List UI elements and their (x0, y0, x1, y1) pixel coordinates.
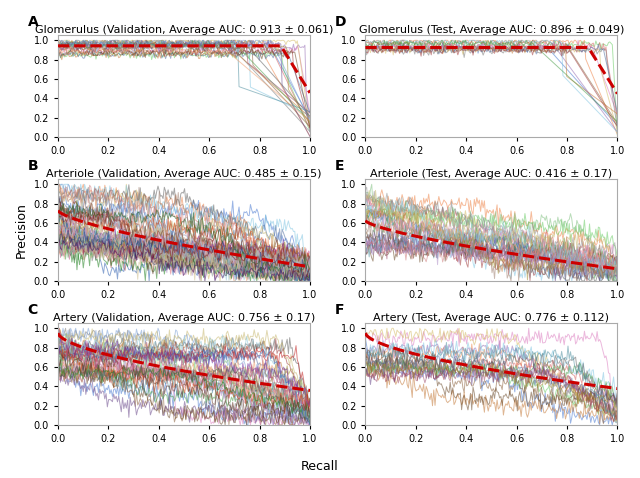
Title: Artery (Validation, Average AUC: 0.756 ± 0.17): Artery (Validation, Average AUC: 0.756 ±… (53, 313, 315, 323)
Y-axis label: Precision: Precision (15, 202, 28, 258)
Title: Glomerulus (Test, Average AUC: 0.896 ± 0.049): Glomerulus (Test, Average AUC: 0.896 ± 0… (358, 25, 624, 35)
Title: Artery (Test, Average AUC: 0.776 ± 0.112): Artery (Test, Average AUC: 0.776 ± 0.112… (373, 313, 609, 323)
Text: D: D (335, 15, 347, 30)
Text: A: A (28, 15, 38, 30)
Title: Glomerulus (Validation, Average AUC: 0.913 ± 0.061): Glomerulus (Validation, Average AUC: 0.9… (35, 25, 333, 35)
Text: B: B (28, 159, 38, 174)
Text: F: F (335, 304, 345, 317)
Text: C: C (28, 304, 38, 317)
Text: E: E (335, 159, 345, 174)
Title: Arteriole (Test, Average AUC: 0.416 ± 0.17): Arteriole (Test, Average AUC: 0.416 ± 0.… (371, 169, 612, 179)
Text: Recall: Recall (301, 460, 339, 473)
Title: Arteriole (Validation, Average AUC: 0.485 ± 0.15): Arteriole (Validation, Average AUC: 0.48… (46, 169, 322, 179)
